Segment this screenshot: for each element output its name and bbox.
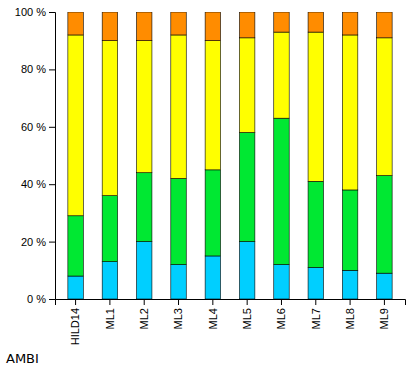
y-tick-mark [49,12,55,13]
x-tick-mark [281,299,282,305]
y-tick: 80 % [21,63,55,75]
bar-segment [68,35,83,216]
bar-segment [171,178,186,264]
y-tick-label: 80 % [21,63,46,75]
y-tick-mark [49,69,55,70]
x-tick: HILD14 [69,299,81,345]
y-tick: 0 % [27,293,55,305]
x-tick-label: ML3 [172,308,184,329]
bar-segment [308,181,323,267]
y-tick-mark [49,242,55,243]
y-tick: 100 % [15,6,55,18]
bar-segment [377,273,392,299]
bar-segment [342,190,357,270]
bar-series [68,32,392,216]
x-tick-label: ML5 [241,308,253,329]
x-tick-label: ML8 [344,308,356,329]
bar-segment [342,35,357,190]
x-tick: ML7 [310,299,322,329]
bar-segment [308,12,323,32]
y-axis: 0 % 20 % 40 % 60 % 80 % 100 % [15,6,56,305]
bar-segment [205,170,220,256]
bar-segment [68,216,83,276]
y-tick: 40 % [21,178,55,190]
bar-segment [239,38,254,133]
x-tick: ML6 [275,299,287,329]
x-tick-mark [247,299,248,305]
x-tick: ML3 [172,299,184,329]
x-tick-label: ML2 [138,308,150,329]
y-axis-line [49,13,56,300]
bar-segment [102,12,117,41]
bar-segment [136,242,151,299]
x-tick-label: ML4 [207,308,219,329]
x-tick-mark [212,299,213,305]
x-tick: ML2 [138,299,150,329]
bar-segment [274,12,289,32]
bar-segment [68,12,83,35]
x-tick: ML1 [104,299,116,329]
bar-segment [274,265,289,299]
bar-segment [308,267,323,299]
x-axis: HILD14 ML1 ML2 ML3 ML4 ML5 ML6 ML7 ML8 ML9 [56,299,406,345]
y-tick-label: 40 % [21,178,46,190]
y-tick-label: 20 % [21,236,46,248]
bar-segment [171,265,186,299]
x-tick-mark [144,299,145,305]
bar-segment [136,12,151,41]
bar-segment [377,38,392,176]
bar-segment [205,256,220,299]
x-tick-label: ML6 [275,308,287,329]
y-tick-mark [49,184,55,185]
bar-segment [377,176,392,274]
bar-segment [239,12,254,38]
x-tick-mark [384,299,385,305]
x-tick-mark [350,299,351,305]
bar-segment [136,41,151,173]
x-tick-mark [315,299,316,305]
bars [68,12,392,299]
bar-segment [102,262,117,299]
bar-segment [68,276,83,299]
x-tick: ML8 [344,299,356,329]
chart: HILD14 ML1 ML2 ML3 ML4 ML5 ML6 ML7 ML8 ML9 0 % 20 %… [0,0,417,371]
bar-segment [274,118,289,264]
x-tick: ML4 [207,299,219,329]
x-tick-label: ML9 [378,308,390,329]
bar-segment [205,12,220,41]
x-tick-mark [178,299,179,305]
x-tick-label: ML7 [310,308,322,329]
bar-segment [136,173,151,242]
x-tick: ML5 [241,299,253,329]
bar-segment [342,12,357,35]
y-tick: 60 % [21,121,55,133]
bar-segment [239,242,254,299]
bar-segment [342,270,357,299]
bar-segment [274,32,289,118]
bar-segment [102,196,117,262]
x-tick-mark [75,299,76,305]
y-tick-mark [49,127,55,128]
bar-segment [171,35,186,179]
bar-segment [102,41,117,196]
y-tick-mark [49,299,55,300]
y-tick-label: 60 % [21,121,46,133]
bar-segment [377,12,392,38]
x-axis-line [56,300,406,306]
x-tick-label: ML1 [104,308,116,329]
x-tick: ML9 [378,299,390,329]
y-tick-label: 0 % [27,293,46,305]
bar-segment [171,12,186,35]
bar-segment [239,133,254,242]
x-tick-mark [109,299,110,305]
bar-segment [308,32,323,181]
y-tick: 20 % [21,236,55,248]
bar-segment [205,41,220,170]
x-tick-label: HILD14 [69,308,81,345]
bar-series [68,12,392,41]
y-tick-label: 100 % [15,6,46,18]
plot: HILD14 ML1 ML2 ML3 ML4 ML5 ML6 ML7 ML8 ML9 0 % 20 %… [15,6,406,345]
x-axis-title: AMBI [6,351,39,366]
